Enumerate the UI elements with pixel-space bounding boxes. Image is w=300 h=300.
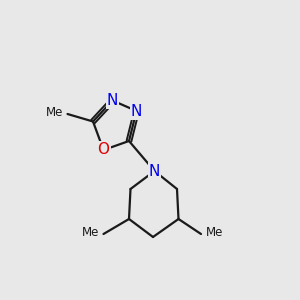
Text: N: N xyxy=(107,93,118,108)
Text: Me: Me xyxy=(82,226,99,239)
Text: Me: Me xyxy=(46,106,63,119)
Text: N: N xyxy=(131,103,142,118)
Text: Me: Me xyxy=(206,226,223,239)
Text: O: O xyxy=(98,142,110,158)
Text: N: N xyxy=(149,164,160,178)
